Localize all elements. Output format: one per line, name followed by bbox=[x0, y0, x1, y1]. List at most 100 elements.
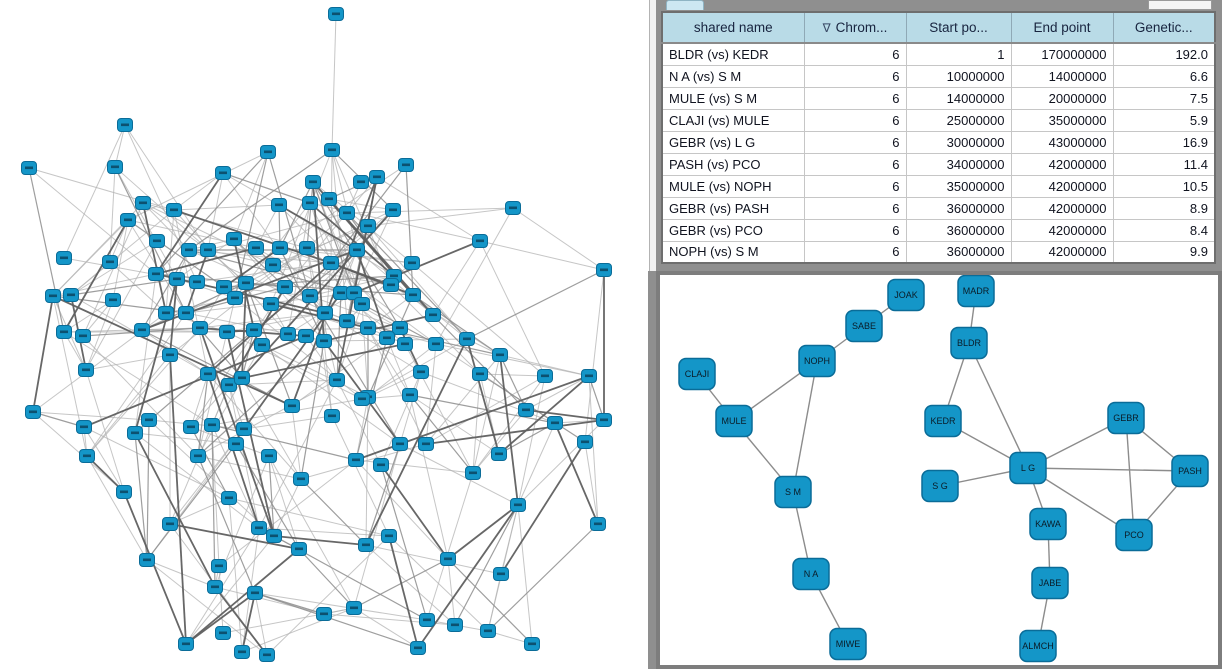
network-node[interactable] bbox=[261, 449, 277, 463]
network-node[interactable] bbox=[577, 435, 593, 449]
network-edge[interactable] bbox=[155, 247, 257, 275]
network-edge[interactable] bbox=[148, 419, 275, 537]
value-cell[interactable]: 42000000 bbox=[1010, 240, 1114, 264]
network-edge[interactable] bbox=[499, 354, 519, 506]
network-edge[interactable] bbox=[472, 409, 527, 474]
column-header[interactable]: End point bbox=[1010, 11, 1114, 44]
network-node[interactable] bbox=[537, 369, 553, 383]
network-node[interactable] bbox=[259, 648, 275, 662]
edge-name-cell[interactable]: GEBR (vs) PCO bbox=[661, 218, 805, 242]
network-edge[interactable] bbox=[466, 338, 500, 455]
network-edge[interactable] bbox=[86, 455, 148, 561]
network-edge[interactable] bbox=[241, 343, 406, 379]
network-edge[interactable] bbox=[85, 240, 158, 371]
network-node[interactable] bbox=[211, 559, 227, 573]
network-node[interactable] bbox=[227, 291, 243, 305]
network-edge[interactable] bbox=[141, 329, 228, 333]
network-edge[interactable] bbox=[173, 172, 224, 211]
network-edge[interactable] bbox=[323, 314, 434, 342]
network-node[interactable] bbox=[251, 521, 267, 535]
network-node[interactable] bbox=[596, 263, 612, 277]
network-edge[interactable] bbox=[266, 535, 390, 656]
network-node[interactable] bbox=[299, 241, 315, 255]
network-node[interactable]: MADR bbox=[957, 275, 995, 308]
network-node[interactable] bbox=[410, 641, 426, 655]
network-node[interactable] bbox=[149, 234, 165, 248]
value-cell[interactable]: 170000000 bbox=[1010, 42, 1114, 66]
network-node[interactable] bbox=[226, 232, 242, 246]
network-node[interactable] bbox=[141, 413, 157, 427]
table-row[interactable]: BLDR (vs) KEDR 6 1 170000000 192.0 bbox=[661, 42, 1216, 66]
network-edge[interactable] bbox=[188, 149, 333, 251]
network-edge[interactable] bbox=[226, 331, 363, 400]
network-edge[interactable] bbox=[411, 262, 546, 377]
table-row[interactable]: MULE (vs) S M 6 14000000 20000000 7.5 bbox=[661, 86, 1216, 110]
network-node[interactable] bbox=[298, 329, 314, 343]
network-edge[interactable] bbox=[404, 343, 474, 474]
network-edge[interactable] bbox=[517, 422, 556, 506]
network-edge[interactable] bbox=[222, 607, 355, 634]
network-node[interactable] bbox=[459, 332, 475, 346]
network-edge[interactable] bbox=[134, 432, 237, 445]
network-edge[interactable] bbox=[353, 607, 419, 649]
network-node[interactable] bbox=[117, 118, 133, 132]
table-row[interactable]: MULE (vs) NOPH 6 35000000 42000000 10.5 bbox=[661, 174, 1216, 198]
network-edge[interactable] bbox=[412, 294, 501, 356]
network-node[interactable] bbox=[236, 422, 252, 436]
network-edge[interactable] bbox=[82, 335, 199, 457]
network-node[interactable] bbox=[440, 552, 456, 566]
value-cell[interactable]: 25000000 bbox=[905, 108, 1012, 132]
network-edge[interactable] bbox=[124, 124, 209, 251]
network-edge[interactable] bbox=[498, 375, 590, 455]
network-node[interactable] bbox=[192, 321, 208, 335]
network-node[interactable] bbox=[79, 449, 95, 463]
network-edge[interactable] bbox=[197, 455, 256, 594]
network-node[interactable] bbox=[280, 327, 296, 341]
network-edge[interactable] bbox=[254, 592, 419, 649]
network-node[interactable] bbox=[581, 369, 597, 383]
network-edge[interactable] bbox=[169, 354, 187, 645]
edge-name-cell[interactable]: MULE (vs) S M bbox=[661, 86, 805, 110]
network-node[interactable] bbox=[305, 175, 321, 189]
network-edge[interactable] bbox=[109, 166, 116, 263]
network-node[interactable] bbox=[291, 542, 307, 556]
network-edge[interactable] bbox=[207, 262, 332, 375]
network-node[interactable] bbox=[381, 529, 397, 543]
network-edge[interactable] bbox=[28, 167, 175, 211]
network-node[interactable] bbox=[78, 363, 94, 377]
network-node[interactable] bbox=[284, 399, 300, 413]
network-node[interactable] bbox=[120, 213, 136, 227]
value-cell[interactable]: 42000000 bbox=[1010, 152, 1114, 176]
network-node[interactable]: MIWE bbox=[829, 627, 867, 661]
network-node[interactable] bbox=[216, 280, 232, 294]
network-edge[interactable] bbox=[454, 504, 519, 626]
network-edge[interactable] bbox=[146, 559, 268, 656]
network-edge[interactable] bbox=[176, 278, 236, 299]
network-edge[interactable] bbox=[185, 548, 300, 645]
network-node[interactable] bbox=[148, 267, 164, 281]
network-node[interactable] bbox=[302, 196, 318, 210]
network-edge[interactable] bbox=[28, 167, 157, 275]
network-edge[interactable] bbox=[479, 373, 546, 377]
value-cell[interactable]: 34000000 bbox=[905, 152, 1012, 176]
network-node[interactable] bbox=[254, 338, 270, 352]
network-edge[interactable] bbox=[388, 535, 419, 649]
network-edge[interactable] bbox=[380, 464, 449, 560]
network-edge[interactable] bbox=[447, 558, 456, 626]
network-node[interactable] bbox=[204, 418, 220, 432]
network-node[interactable] bbox=[271, 198, 287, 212]
network-node[interactable] bbox=[425, 308, 441, 322]
network-node[interactable] bbox=[324, 143, 340, 157]
edge-name-cell[interactable]: GEBR (vs) PASH bbox=[661, 196, 805, 220]
network-edge[interactable] bbox=[235, 443, 300, 550]
value-cell[interactable]: 10.5 bbox=[1112, 174, 1216, 198]
network-edge[interactable] bbox=[261, 344, 401, 445]
network-node[interactable]: PCO bbox=[1115, 518, 1153, 552]
network-edge[interactable] bbox=[336, 176, 378, 381]
network-node[interactable] bbox=[360, 321, 376, 335]
network-node[interactable] bbox=[518, 403, 534, 417]
network-node[interactable] bbox=[413, 365, 429, 379]
value-cell[interactable]: 6 bbox=[803, 240, 907, 264]
network-edge[interactable] bbox=[432, 240, 481, 316]
network-edge[interactable] bbox=[63, 331, 213, 426]
